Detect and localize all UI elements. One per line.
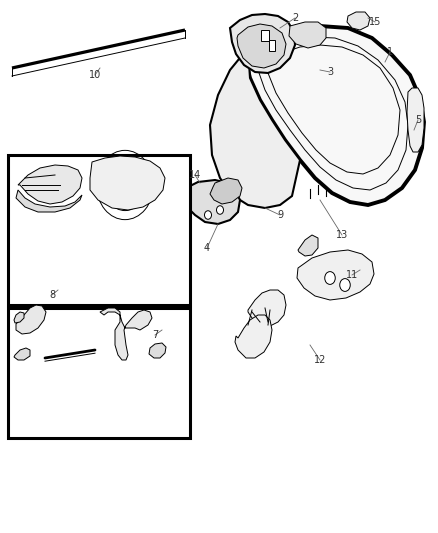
Text: 3: 3 [327, 67, 333, 77]
Polygon shape [407, 88, 424, 152]
Text: 8: 8 [49, 290, 55, 300]
Polygon shape [246, 26, 424, 205]
Text: 1: 1 [387, 47, 393, 57]
Polygon shape [289, 22, 326, 48]
Polygon shape [100, 308, 152, 360]
Circle shape [120, 180, 129, 190]
Text: 11: 11 [346, 270, 358, 280]
Text: 14: 14 [189, 170, 201, 180]
Text: 15: 15 [369, 17, 381, 27]
Polygon shape [16, 190, 82, 212]
Polygon shape [14, 348, 30, 360]
Polygon shape [16, 305, 46, 334]
Polygon shape [210, 178, 242, 204]
Bar [8, 155, 190, 305]
Text: 9: 9 [277, 210, 283, 220]
Text: 7: 7 [152, 330, 158, 340]
Circle shape [205, 211, 212, 219]
Text: 4: 4 [204, 243, 210, 253]
Bar [261, 30, 268, 42]
Polygon shape [90, 156, 165, 210]
Polygon shape [14, 312, 24, 323]
Text: 10: 10 [89, 70, 101, 80]
Polygon shape [149, 343, 166, 358]
Circle shape [340, 279, 350, 292]
Text: 5: 5 [415, 115, 421, 125]
Circle shape [325, 272, 335, 285]
Polygon shape [235, 315, 272, 358]
Polygon shape [182, 180, 240, 224]
Polygon shape [230, 14, 295, 73]
Polygon shape [298, 235, 318, 256]
Bar [8, 308, 190, 438]
Text: 12: 12 [314, 355, 326, 365]
Text: 2: 2 [292, 13, 298, 23]
Circle shape [216, 206, 223, 214]
Polygon shape [347, 12, 370, 30]
Polygon shape [297, 250, 374, 300]
Polygon shape [248, 290, 286, 326]
Bar [269, 39, 275, 51]
Polygon shape [237, 24, 286, 68]
Text: 13: 13 [336, 230, 348, 240]
Polygon shape [18, 165, 82, 204]
Polygon shape [210, 48, 300, 208]
